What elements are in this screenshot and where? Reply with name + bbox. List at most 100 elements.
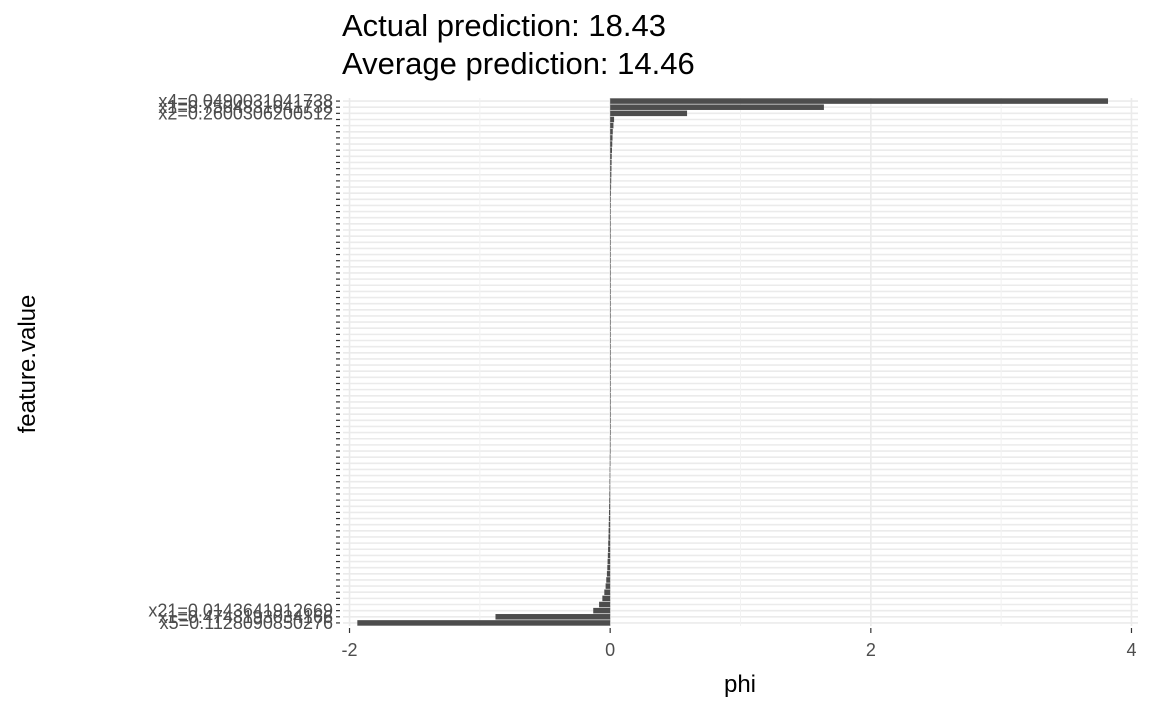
bar (610, 104, 824, 110)
bar (610, 208, 611, 215)
x-tick-label: 4 (1126, 640, 1136, 660)
bar (609, 466, 611, 473)
bar (610, 233, 611, 239)
bar (610, 429, 611, 436)
y-tick-label: x5=0.1128090850276 (160, 613, 333, 633)
bar (610, 171, 612, 178)
bar (610, 393, 611, 399)
bar (609, 448, 611, 454)
bar (607, 552, 611, 559)
bar (610, 300, 611, 307)
bar (610, 386, 611, 393)
bar (610, 411, 611, 417)
x-tick-label: 2 (866, 640, 876, 660)
bar (610, 178, 612, 184)
bar (608, 534, 611, 540)
bar (609, 442, 611, 448)
bar (610, 141, 613, 147)
bar (610, 288, 611, 295)
bar (610, 98, 1109, 104)
bar (609, 491, 611, 497)
bar (608, 546, 611, 553)
bar (610, 227, 611, 233)
bar (607, 558, 611, 565)
x-axis-title: phi (724, 671, 756, 698)
bar (610, 135, 613, 141)
bar (610, 245, 611, 252)
bar (610, 147, 612, 153)
bar (610, 276, 611, 282)
bar (610, 221, 611, 227)
bar (610, 214, 611, 221)
bar (610, 110, 688, 117)
bar (593, 607, 611, 614)
bar (606, 577, 611, 583)
bar (610, 196, 611, 203)
bar (609, 472, 611, 479)
bar (610, 325, 611, 331)
bar (610, 368, 611, 374)
grid (343, 98, 1138, 626)
bar (605, 583, 611, 589)
bar (357, 620, 611, 626)
bar (608, 528, 611, 534)
bar (610, 184, 612, 190)
bar (610, 417, 611, 424)
chart-title: Actual prediction: 18.43 (342, 8, 666, 43)
bar (610, 380, 611, 387)
chart-subtitle: Average prediction: 14.46 (342, 46, 695, 81)
bar (610, 270, 611, 276)
bar (610, 356, 611, 362)
bar (610, 257, 611, 264)
bar (610, 374, 611, 381)
x-tick-label: -2 (342, 640, 358, 660)
y-tick-label: x1=0.7504831041738 (158, 97, 333, 117)
bar (495, 614, 611, 620)
bar (610, 264, 611, 270)
bar (610, 202, 611, 209)
x-tick-label: 0 (605, 640, 615, 660)
bar (609, 478, 611, 485)
y-tick-label: x21=0.0143641912669 (148, 601, 333, 621)
bar (610, 423, 611, 430)
bar (610, 159, 612, 166)
x-axis-ticks: -2 0 2 4 (342, 628, 1136, 660)
y-axis-title: feature.value (14, 295, 41, 434)
bar (610, 239, 611, 246)
bar (610, 294, 611, 301)
bar (609, 460, 611, 467)
bar (610, 282, 611, 289)
bar (602, 595, 611, 602)
bar (606, 571, 611, 577)
bar (610, 190, 611, 196)
y-tick-label: x2=0.2600306200512 (158, 103, 333, 123)
y-axis-labels: x4=0.0490031041738x1=0.7504831041738x2=0… (148, 91, 333, 633)
bar (610, 343, 611, 350)
bar (607, 564, 611, 571)
bar (609, 435, 611, 442)
bar (610, 165, 612, 172)
bar (608, 521, 611, 528)
bar (608, 540, 611, 546)
bar (610, 313, 611, 319)
y-tick-label: x1=0.4748193034166 (158, 607, 333, 627)
bar (609, 503, 611, 510)
bar (610, 405, 611, 411)
bar (609, 485, 611, 491)
bar (610, 116, 615, 123)
bar (610, 331, 611, 338)
bar (609, 454, 611, 460)
y-tick-label: x4=0.0490031041738 (158, 91, 333, 111)
bar (604, 589, 611, 595)
bar (610, 399, 611, 405)
bar (610, 251, 611, 258)
y-axis-ticks (336, 100, 340, 624)
bar (610, 122, 614, 129)
bar (610, 319, 611, 325)
bar (608, 515, 611, 522)
bars (357, 98, 1109, 626)
bar (610, 307, 611, 313)
bar (608, 509, 611, 516)
bar (599, 601, 611, 608)
